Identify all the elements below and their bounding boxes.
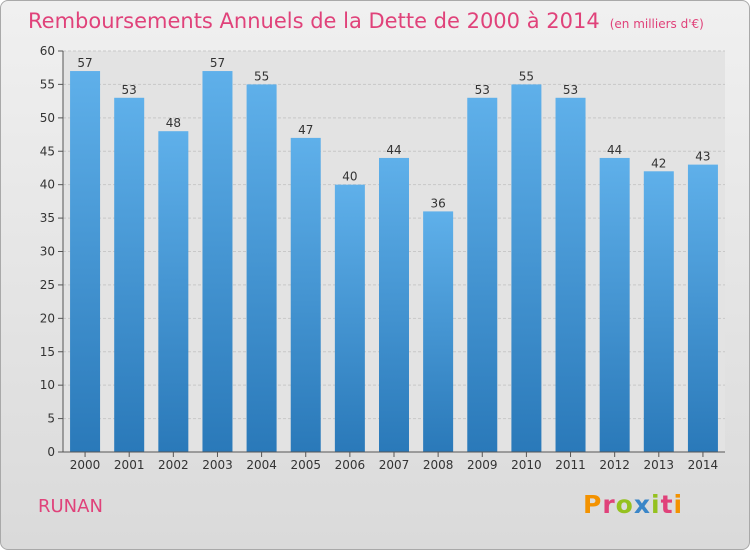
bar-2009 xyxy=(467,97,498,453)
y-tick-label: 20 xyxy=(40,311,55,325)
x-tick-label-2002: 2002 xyxy=(158,458,189,472)
x-tick-label-2007: 2007 xyxy=(379,458,410,472)
proxiti-logo: Proxiti xyxy=(583,490,683,519)
x-tick-label-2000: 2000 xyxy=(70,458,101,472)
data-label-2005: 47 xyxy=(298,123,313,137)
bar-2008 xyxy=(423,211,454,452)
data-label-2013: 42 xyxy=(651,156,666,170)
x-tick-label-2012: 2012 xyxy=(599,458,630,472)
data-label-2009: 53 xyxy=(475,83,490,97)
x-tick-label-2004: 2004 xyxy=(246,458,277,472)
chart-title: Remboursements Annuels de la Dette de 20… xyxy=(28,9,704,33)
x-tick-label-2014: 2014 xyxy=(688,458,719,472)
bar-2013 xyxy=(643,171,674,453)
logo-letter: P xyxy=(583,490,603,519)
bar-2007 xyxy=(379,157,409,452)
data-label-2000: 57 xyxy=(77,56,92,70)
y-tick-label: 10 xyxy=(40,378,55,392)
y-tick-label: 35 xyxy=(40,211,55,225)
x-tick-label-2006: 2006 xyxy=(335,458,366,472)
y-tick-label: 5 xyxy=(47,412,55,426)
y-tick-label: 40 xyxy=(40,178,55,192)
data-label-2007: 44 xyxy=(386,143,401,157)
data-label-2003: 57 xyxy=(210,56,225,70)
bar-2005 xyxy=(290,137,321,452)
bar-2004 xyxy=(246,84,277,453)
data-label-2008: 36 xyxy=(430,196,445,210)
data-label-2011: 53 xyxy=(563,83,578,97)
chart-unit-label: (en milliers d'€) xyxy=(609,17,704,31)
data-label-2004: 55 xyxy=(254,69,269,83)
y-tick-label: 25 xyxy=(40,278,55,292)
data-label-2014: 43 xyxy=(695,150,710,164)
bar-2001 xyxy=(114,97,145,453)
data-label-2001: 53 xyxy=(122,83,137,97)
x-tick-label-2005: 2005 xyxy=(290,458,321,472)
bar-2003 xyxy=(202,71,233,453)
bar-2012 xyxy=(599,157,630,452)
x-tick-label-2001: 2001 xyxy=(114,458,145,472)
y-tick-label: 45 xyxy=(40,144,55,158)
chart-title-text: Remboursements Annuels de la Dette de 20… xyxy=(28,9,600,33)
bar-2010 xyxy=(511,84,542,453)
data-label-2012: 44 xyxy=(607,143,622,157)
y-tick-label: 55 xyxy=(40,77,55,91)
bar-2014 xyxy=(687,164,718,452)
commune-name: RUNAN xyxy=(38,496,103,517)
y-tick-label: 50 xyxy=(40,111,55,125)
bar-2011 xyxy=(555,97,586,453)
x-tick-label-2010: 2010 xyxy=(511,458,542,472)
logo-letter: o xyxy=(615,490,634,519)
bar-2000 xyxy=(70,71,101,453)
y-tick-label: 30 xyxy=(40,245,55,259)
x-tick-label-2013: 2013 xyxy=(644,458,675,472)
data-label-2010: 55 xyxy=(519,69,534,83)
x-tick-label-2003: 2003 xyxy=(202,458,233,472)
logo-letter: i xyxy=(651,490,661,519)
logo-letter: x xyxy=(633,490,651,519)
x-tick-label-2008: 2008 xyxy=(423,458,454,472)
logo-letter: i xyxy=(673,490,684,519)
y-tick-label: 60 xyxy=(40,44,55,58)
bar-2002 xyxy=(158,131,189,452)
x-tick-label-2011: 2011 xyxy=(555,458,586,472)
bar-2006 xyxy=(334,184,365,452)
y-tick-label: 15 xyxy=(40,345,55,359)
logo-letter: r xyxy=(602,490,616,519)
data-label-2006: 40 xyxy=(342,170,357,184)
data-label-2002: 48 xyxy=(166,116,181,130)
x-tick-label-2009: 2009 xyxy=(467,458,498,472)
logo-letter: t xyxy=(660,490,674,519)
y-tick-label: 0 xyxy=(47,445,55,459)
